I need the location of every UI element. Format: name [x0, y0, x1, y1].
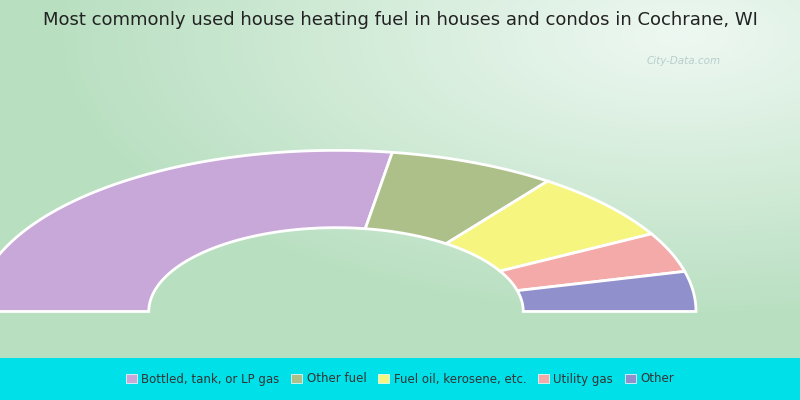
- Polygon shape: [518, 271, 696, 312]
- Polygon shape: [500, 234, 685, 291]
- Polygon shape: [0, 150, 392, 312]
- Polygon shape: [446, 181, 651, 271]
- Polygon shape: [366, 152, 548, 244]
- Text: City-Data.com: City-Data.com: [647, 56, 721, 66]
- Text: Most commonly used house heating fuel in houses and condos in Cochrane, WI: Most commonly used house heating fuel in…: [42, 11, 758, 29]
- Legend: Bottled, tank, or LP gas, Other fuel, Fuel oil, kerosene, etc., Utility gas, Oth: Bottled, tank, or LP gas, Other fuel, Fu…: [126, 372, 674, 386]
